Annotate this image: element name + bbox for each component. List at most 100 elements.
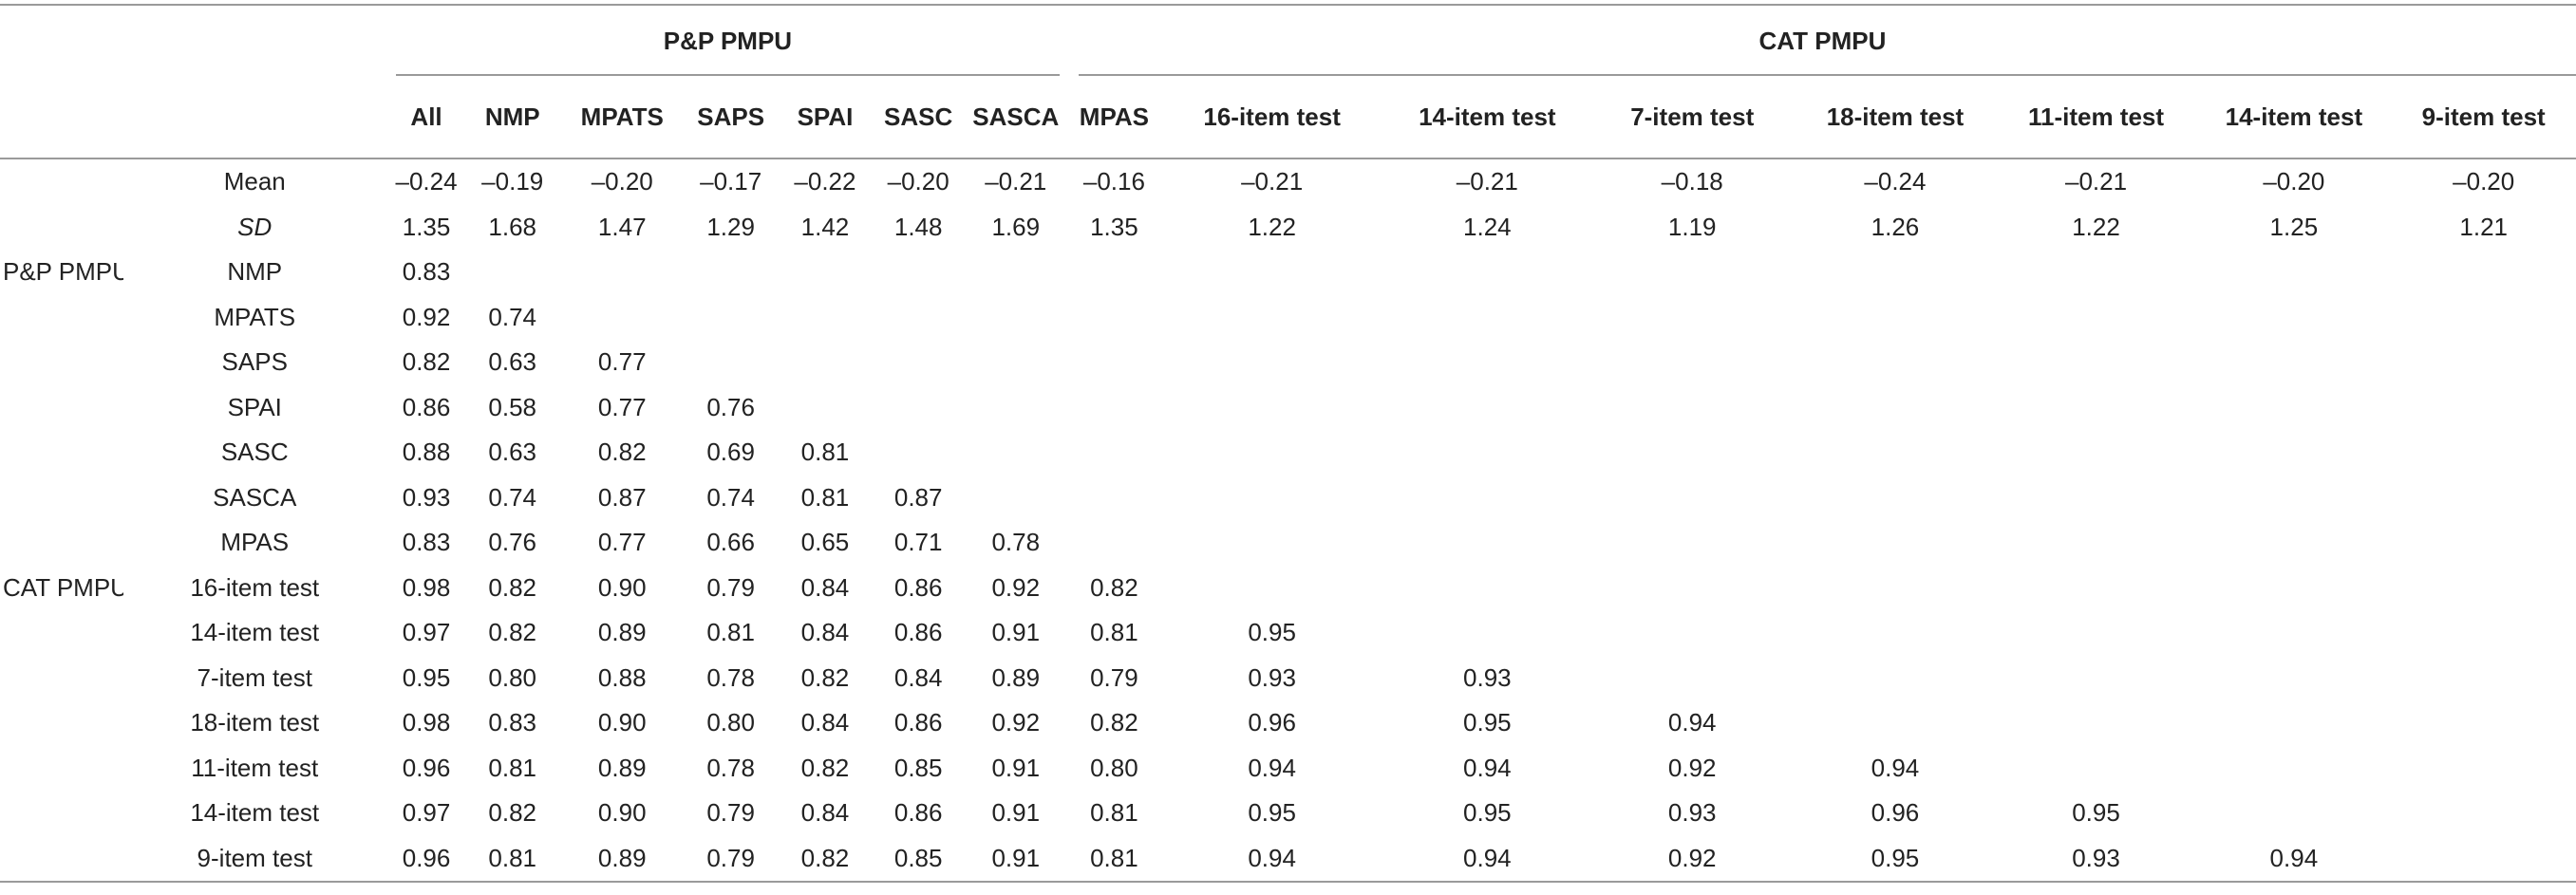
table-cell (1069, 475, 1159, 521)
table-cell: 0.96 (385, 835, 467, 883)
table-row: CAT PMPU 16-item test 0.98 0.82 0.90 0.79 0.84… (0, 566, 2576, 611)
table-cell: 0.95 (2072, 798, 2120, 828)
column-header: 14-item test (2196, 76, 2392, 159)
table-cell (1589, 295, 1795, 341)
row-label: MPAS (220, 528, 290, 557)
table-row: P&P PMPU NMP 0.83 (0, 250, 2576, 295)
table-cell: 0.94 (1158, 835, 1385, 883)
column-header: SASC (874, 76, 963, 159)
table-cell (558, 250, 686, 295)
table-cell: 0.91 (991, 618, 1041, 647)
row-section-label (0, 430, 123, 475)
row-label: SPAI (227, 392, 282, 421)
table-cell: 1.35 (402, 212, 451, 241)
column-header: SAPS (686, 76, 777, 159)
row-label: 18-item test (190, 708, 320, 737)
table-cell (2391, 250, 2576, 295)
table-cell: 0.82 (402, 347, 451, 377)
table-cell (1795, 385, 1996, 431)
table-cell: 0.81 (488, 753, 537, 782)
table-cell (686, 250, 776, 295)
table-cell: 0.91 (991, 798, 1041, 828)
table-cell (1159, 430, 1384, 475)
row-label: SD (237, 212, 273, 241)
table-cell: 0.81 (706, 618, 755, 647)
table-cell (1159, 385, 1384, 431)
column-header: SPAI (776, 76, 874, 159)
table-cell: 0.97 (402, 618, 451, 647)
table-cell: 0.81 (1068, 835, 1159, 883)
table-cell: 0.92 (1589, 835, 1796, 883)
table-cell: 0.78 (706, 753, 755, 782)
table-row: SPAI 0.86 0.58 0.77 0.76 (0, 385, 2576, 431)
table-cell: 0.76 (706, 392, 755, 421)
table-cell: 0.82 (1090, 708, 1138, 737)
table-cell: 0.77 (597, 347, 647, 377)
table-cell (1589, 520, 1795, 566)
row-section-label (0, 835, 123, 883)
table-cell: –0.21 (1456, 167, 1518, 196)
table-cell (874, 295, 963, 341)
table-cell (1589, 566, 1795, 611)
table-cell: 0.95 (1463, 798, 1512, 828)
table-cell (1795, 566, 1996, 611)
table-cell (776, 385, 874, 431)
table-cell (2391, 746, 2576, 792)
row-section-label (0, 295, 123, 341)
table-cell: 0.93 (1995, 835, 2197, 883)
table-cell (2391, 791, 2576, 836)
row-section-label (0, 656, 123, 701)
table-cell (1069, 520, 1159, 566)
table-cell: 0.80 (488, 662, 537, 692)
table-cell: 0.97 (402, 798, 451, 828)
table-cell (1589, 340, 1795, 385)
table-cell: –0.20 (591, 167, 653, 196)
table-cell: 0.94 (1871, 753, 1920, 782)
table-cell (1384, 566, 1589, 611)
table-cell: 0.79 (686, 835, 777, 883)
table-cell (963, 295, 1069, 341)
table-cell: 0.86 (402, 392, 451, 421)
table-row: 9-item test 0.96 0.81 0.89 0.79 0.82 0.85 0.91 0… (0, 835, 2576, 883)
table-cell: 0.63 (488, 347, 537, 377)
table-cell (963, 430, 1069, 475)
table-cell (1795, 475, 1996, 521)
table-cell (2391, 520, 2576, 566)
table-cell (1996, 520, 2197, 566)
table-cell (2196, 295, 2391, 341)
table-cell (1795, 430, 1996, 475)
table-cell (466, 250, 558, 295)
table-cell (1384, 520, 1589, 566)
table-cell: 0.93 (402, 482, 451, 512)
table-cell: 0.87 (597, 482, 647, 512)
table-cell (1159, 250, 1384, 295)
table-cell: 1.19 (1667, 212, 1717, 241)
table-cell (1795, 250, 1996, 295)
table-row: 14-item test 0.97 0.82 0.90 0.79 0.84 0.86 0.91… (0, 791, 2576, 836)
table-cell (2391, 610, 2576, 656)
table-cell (776, 250, 874, 295)
table-cell: 0.94 (1463, 753, 1512, 782)
table-cell (2391, 385, 2576, 431)
table-cell (1996, 566, 2197, 611)
table-cell: 1.22 (2072, 212, 2120, 241)
table-cell: 0.94 (1667, 708, 1717, 737)
table-cell (874, 385, 963, 431)
table-cell (686, 340, 776, 385)
table-cell (2196, 610, 2391, 656)
table-cell: 0.93 (1667, 798, 1717, 828)
table-cell: 0.89 (597, 618, 647, 647)
row-label: 14-item test (190, 618, 320, 647)
table-cell: 0.79 (706, 798, 755, 828)
table-cell: 0.86 (893, 572, 943, 602)
table-cell: 0.69 (706, 438, 755, 467)
table-cell: 1.47 (597, 212, 647, 241)
table-cell (1996, 656, 2197, 701)
table-cell: 0.86 (893, 798, 943, 828)
table-row: SASCA 0.93 0.74 0.87 0.74 0.81 0.87 (0, 475, 2576, 521)
column-header-row: All NMP MPATS SAPS SPAI SASC SASCA MPAS 16-item … (0, 76, 2576, 159)
row-section-label (0, 340, 123, 385)
table-cell (2196, 566, 2391, 611)
table-cell: 0.79 (706, 572, 755, 602)
row-section-label (0, 385, 123, 431)
